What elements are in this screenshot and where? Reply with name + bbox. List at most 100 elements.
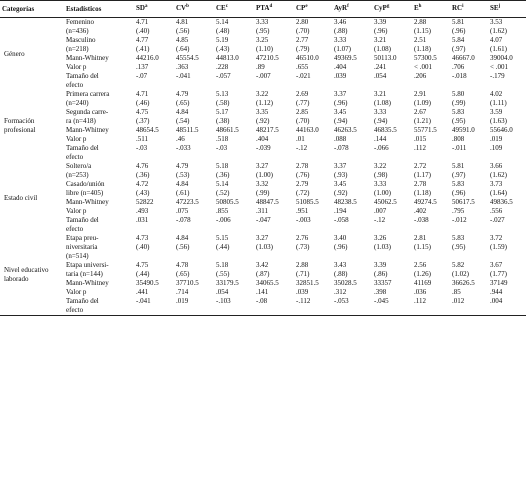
- column-header-footnote: e: [305, 4, 308, 9]
- value-cell: 4.81 (.56): [176, 18, 190, 35]
- value-cell: 3.32 (.99): [256, 180, 270, 197]
- value-cell: 44163.0: [296, 126, 319, 134]
- value-cell: 33179.5: [216, 279, 239, 287]
- table-row: Tamaño del efecto .031 -.078 -.006 -.047 -.003…: [0, 216, 526, 234]
- value-cell: .493: [136, 207, 149, 215]
- value-cell: -.011: [452, 144, 467, 152]
- value-cell: 3.22 (.98): [374, 162, 388, 179]
- value-cell: 3.33 (.94): [374, 108, 388, 125]
- value-cell: 3.37 (.93): [334, 162, 348, 179]
- value-cell: 41169: [414, 279, 432, 287]
- value-cell: 48661.5: [216, 126, 239, 134]
- value-cell: -.045: [374, 297, 389, 305]
- value-cell: 3.21 (1.08): [374, 36, 391, 53]
- value-cell: 5.14 (.52): [216, 180, 230, 197]
- header-row: Categorías Estadísticos SDa CVb CEc PTAd CPe Ay…: [0, 0, 526, 18]
- value-cell: 3.40 (.96): [334, 234, 348, 251]
- value-cell: .404: [256, 135, 269, 143]
- column-header: Eh: [412, 1, 450, 18]
- value-cell: 2.91 (1.09): [414, 90, 431, 107]
- column-header-footnote: a: [144, 4, 148, 9]
- value-cell: 4.07 (1.61): [490, 36, 507, 53]
- value-cell: 49369.5: [334, 54, 357, 62]
- value-cell: 4.02 (1.11): [490, 90, 507, 107]
- value-cell: -.041: [136, 297, 151, 305]
- value-cell: -.08: [256, 297, 268, 305]
- value-cell: 2.72 (1.17): [414, 162, 431, 179]
- value-cell: .89: [256, 63, 265, 71]
- value-cell: .855: [216, 207, 229, 215]
- statistic-label: Casado/unión libre (n=405): [66, 180, 105, 197]
- statistic-label: Tamaño del efecto: [66, 144, 99, 161]
- table-row: Tamaño del efecto -.07 -.041 -.057 -.007 -.021…: [0, 72, 526, 90]
- value-cell: 32851.5: [296, 279, 319, 287]
- value-cell: -.112: [296, 297, 311, 305]
- value-cell: .808: [452, 135, 465, 143]
- value-cell: 50113.0: [374, 54, 397, 62]
- value-cell: 44813.0: [216, 54, 239, 62]
- value-cell: 3.25 (1.10): [256, 36, 273, 53]
- value-cell: 2.78 (1.18): [414, 180, 431, 197]
- column-header: Categorías: [0, 1, 64, 18]
- value-cell: 5.81 (.97): [452, 162, 466, 179]
- column-header: SEj: [488, 1, 526, 18]
- value-cell: -.058: [334, 216, 349, 224]
- value-cell: .019: [490, 135, 503, 143]
- value-cell: -.027: [490, 216, 505, 224]
- value-cell: 46263.5: [334, 126, 357, 134]
- value-cell: .031: [136, 216, 149, 224]
- value-cell: 3.73 (1.64): [490, 180, 507, 197]
- value-cell: 55771.5: [414, 126, 437, 134]
- value-cell: 45062.5: [374, 198, 397, 206]
- value-cell: 3.42 (.87): [256, 261, 270, 278]
- value-cell: 2.80 (.70): [296, 18, 310, 35]
- value-cell: 2.88 (.71): [296, 261, 310, 278]
- statistic-label: Segunda carre-ra (n=418): [66, 108, 109, 125]
- value-cell: 3.39 (.86): [374, 261, 388, 278]
- value-cell: 2.67 (1.21): [414, 108, 431, 125]
- table-row: Mann-Whitney 35490.5 37710.5 33179.5 34065.5…: [0, 279, 526, 288]
- value-cell: 5.82 (1.02): [452, 261, 469, 278]
- value-cell: -.12: [296, 144, 308, 152]
- value-cell: .206: [414, 72, 427, 80]
- value-cell: .312: [334, 288, 347, 296]
- value-cell: -.066: [374, 144, 389, 152]
- value-cell: .511: [136, 135, 148, 143]
- table-row: Tamaño del efecto -.03 -.033 -.03 -.039 -.12 -.…: [0, 144, 526, 162]
- statistic-label: Valor p: [66, 135, 87, 143]
- column-header-footnote: i: [462, 4, 464, 9]
- value-cell: 45554.5: [176, 54, 199, 62]
- column-header: CEc: [214, 1, 254, 18]
- table-body: Género Femenino (n=436) 4.71 (.40) 4.81 (.56) 5…: [0, 18, 526, 316]
- category-cell: Formación profesional: [4, 117, 36, 134]
- column-header: CyPg: [372, 1, 412, 18]
- value-cell: 3.43 (.88): [334, 261, 348, 278]
- value-cell: 2.77 (.79): [296, 36, 310, 53]
- statistics-table: Categorías Estadísticos SDa CVb CEc PTAd CPe Ay…: [0, 0, 526, 316]
- value-cell: -.03: [136, 144, 148, 152]
- statistic-label: Femenino (n=436): [66, 18, 94, 35]
- statistic-label: Tamaño del efecto: [66, 72, 99, 89]
- value-cell: -.078: [176, 216, 191, 224]
- column-header-text: PTA: [256, 4, 270, 12]
- value-cell: .944: [490, 288, 503, 296]
- value-cell: 46835.5: [374, 126, 397, 134]
- value-cell: .714: [176, 288, 189, 296]
- value-cell: .398: [374, 288, 387, 296]
- statistic-label: Tamaño del efecto: [66, 297, 99, 314]
- value-cell: -.041: [176, 72, 191, 80]
- value-cell: 3.72 (1.59): [490, 234, 507, 251]
- value-cell: .706: [452, 63, 465, 71]
- table-row: Formación profesional Primera carrera (n=2…: [0, 90, 526, 134]
- statistic-label: Mann-Whitney: [66, 54, 109, 62]
- value-cell: 3.39 (.96): [374, 18, 388, 35]
- value-cell: .015: [414, 135, 427, 143]
- value-cell: 35490.5: [136, 279, 159, 287]
- column-header-footnote: j: [498, 4, 501, 9]
- statistic-label: Masculino (n=218): [66, 36, 96, 53]
- value-cell: 3.33 (1.00): [374, 180, 391, 197]
- category-cell: Nivel educativo laborado: [4, 265, 49, 283]
- value-cell: -.057: [216, 72, 231, 80]
- value-cell: .054: [216, 288, 229, 296]
